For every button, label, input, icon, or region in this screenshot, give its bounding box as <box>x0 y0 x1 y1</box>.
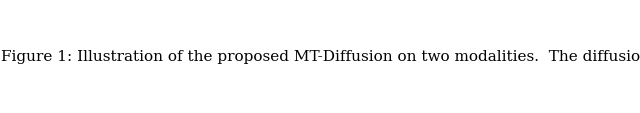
Text: Figure 1: Illustration of the proposed MT-Diffusion on two modalities.  The diff: Figure 1: Illustration of the proposed M… <box>1 50 640 63</box>
